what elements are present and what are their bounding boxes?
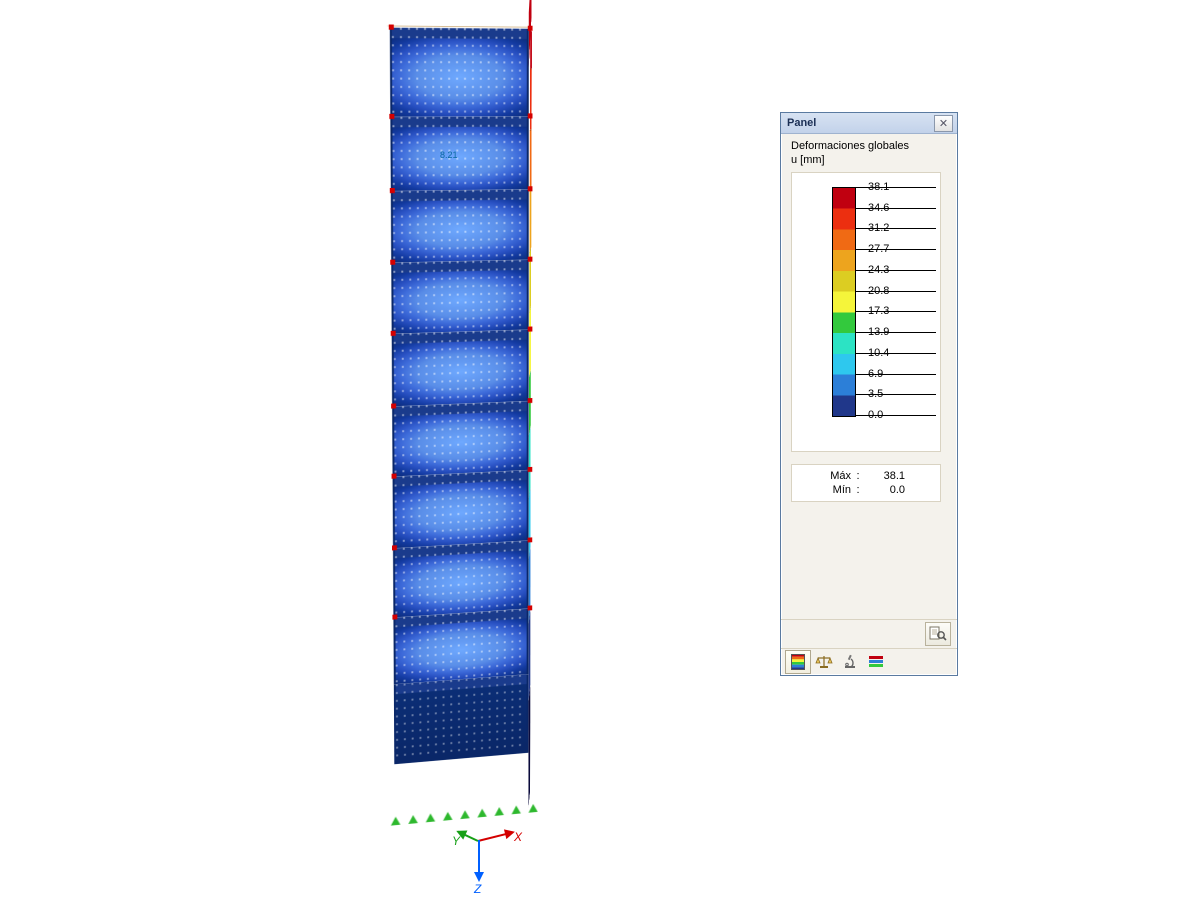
balance-icon — [815, 654, 833, 670]
zoom-detail-button[interactable] — [925, 622, 951, 646]
contour-band — [530, 129, 532, 190]
microscope-icon — [842, 654, 858, 670]
legend-tick: 24.3 — [856, 270, 936, 271]
tower-structure — [370, 27, 616, 861]
result-name: Deformaciones globales — [791, 140, 947, 152]
panel-spacer — [791, 502, 947, 619]
contour-band — [529, 306, 531, 377]
max-label: Máx — [811, 470, 851, 482]
contour-band — [529, 426, 531, 498]
legend-color-bar — [832, 187, 856, 417]
y-axis — [458, 831, 479, 842]
storey — [390, 28, 529, 117]
legend-tick-value: 20.8 — [868, 285, 889, 297]
legend-tick-value: 27.7 — [868, 243, 889, 255]
tower-side-face — [528, 29, 530, 808]
viewport: 8.21 X Y Z Panel ✕ Deformaciones globale… — [0, 0, 1201, 900]
legend-tick-value: 0.0 — [868, 409, 883, 421]
legend-palette-button[interactable] — [785, 650, 811, 674]
legend-tick-value: 31.2 — [868, 222, 889, 234]
legend-tick-value: 17.3 — [868, 305, 889, 317]
separator: : — [851, 470, 865, 482]
panel-body: Deformaciones globales u [mm] 38.1 34.6 31… — [781, 134, 957, 619]
z-axis-label: Z — [474, 882, 481, 896]
support-icon — [391, 816, 401, 825]
min-row: Mín : 0.0 — [811, 484, 921, 496]
color-legend[interactable]: 38.1 34.6 31.2 27.7 24.3 20.8 17.3 13.9 10.4 6.9 3… — [791, 172, 941, 452]
contour-band — [528, 685, 530, 808]
storey — [393, 609, 528, 685]
min-value: 0.0 — [865, 484, 905, 496]
microscope-button[interactable] — [837, 650, 863, 674]
panel-close-button[interactable]: ✕ — [934, 115, 953, 132]
scale-balance-button[interactable] — [811, 650, 837, 674]
results-panel[interactable]: Panel ✕ Deformaciones globales u [mm] 38… — [780, 112, 958, 676]
max-value: 38.1 — [865, 470, 905, 482]
legend-tick: 10.4 — [856, 353, 936, 354]
deformation-overshoot — [529, 0, 532, 68]
result-units: u [mm] — [791, 154, 947, 166]
legend-tick-value: 34.6 — [868, 202, 889, 214]
base-storey — [394, 674, 529, 764]
legend-ticks: 38.1 34.6 31.2 27.7 24.3 20.8 17.3 13.9 10.4 6.9 3… — [856, 187, 936, 417]
legend-tick: 34.6 — [856, 208, 936, 209]
contour-band — [529, 547, 531, 623]
contour-band — [529, 610, 531, 701]
storey — [392, 401, 529, 477]
storey — [391, 189, 529, 262]
contour-band — [529, 248, 531, 312]
legend-tick: 0.0 — [856, 415, 936, 416]
support-icon — [408, 815, 418, 824]
legend-tick-value: 6.9 — [868, 368, 883, 380]
legend-tick-value: 13.9 — [868, 326, 889, 338]
z-axis — [478, 840, 480, 880]
y-axis-label: Y — [452, 834, 460, 848]
panel-title: Panel — [787, 117, 934, 129]
legend-tick: 38.1 — [856, 187, 936, 188]
min-label: Mín — [811, 484, 851, 496]
legend-tick-value: 10.4 — [868, 347, 889, 359]
legend-tick: 20.8 — [856, 291, 936, 292]
page-magnify-icon — [929, 626, 947, 642]
support-icon — [426, 813, 436, 822]
x-axis — [478, 831, 513, 842]
max-row: Máx : 38.1 — [811, 470, 921, 482]
panel-titlebar[interactable]: Panel ✕ — [781, 113, 957, 134]
palette-icon — [791, 654, 805, 670]
separator: : — [851, 484, 865, 496]
legend-tick: 27.7 — [856, 249, 936, 250]
storey — [392, 330, 529, 407]
panel-iconbar — [781, 649, 957, 675]
contour-band — [529, 488, 531, 559]
contour-band — [530, 68, 532, 130]
legend-tick: 31.2 — [856, 228, 936, 229]
storey — [393, 541, 529, 618]
legend-tick-value: 3.5 — [868, 388, 883, 400]
support-icon — [528, 804, 537, 813]
contour-band — [529, 370, 531, 435]
legend-tick-value: 24.3 — [868, 264, 889, 276]
storey — [393, 470, 529, 548]
coordinate-axes: X Y Z — [448, 810, 528, 890]
stripes-button[interactable] — [863, 650, 889, 674]
legend-tick: 3.5 — [856, 394, 936, 395]
storey — [390, 116, 528, 191]
stripes-icon — [868, 655, 884, 669]
legend-tick-value: 38.1 — [868, 181, 889, 193]
tower-front-face — [390, 28, 529, 821]
panel-zoom-bar — [781, 619, 957, 649]
minmax-box: Máx : 38.1 Mín : 0.0 — [791, 464, 941, 502]
close-icon: ✕ — [939, 117, 948, 130]
x-axis-label: X — [514, 830, 522, 844]
node-value-label: 8.21 — [440, 150, 458, 160]
legend-tick: 13.9 — [856, 332, 936, 333]
storey — [391, 260, 528, 334]
legend-tick: 17.3 — [856, 311, 936, 312]
legend-tick: 6.9 — [856, 374, 936, 375]
model-view[interactable]: 8.21 — [370, 32, 620, 862]
contour-band — [530, 188, 532, 252]
contour-band — [530, 30, 532, 69]
